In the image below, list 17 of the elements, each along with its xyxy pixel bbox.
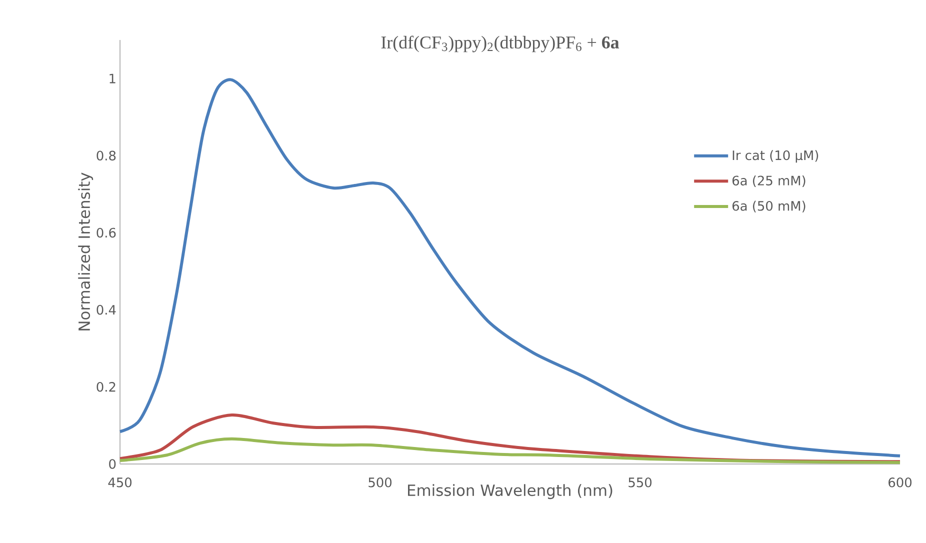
y-tick-label: 0.6 bbox=[96, 228, 116, 238]
x-tick-label: 550 bbox=[628, 478, 652, 488]
legend-label: 6a (25 mM) bbox=[732, 175, 806, 188]
y-axis-title: Normalized Intensity bbox=[78, 172, 94, 330]
chart-title: Ir(df(CF$_{3}$)ppy)$_{2}$(dtbbpy)PF$_{6}$ + 6a bbox=[381, 36, 620, 52]
legend-label: Ir cat (10 μM) bbox=[732, 150, 818, 163]
line-series bbox=[118, 78, 902, 458]
legend-label: 6a (50 mM) bbox=[732, 200, 806, 212]
y-tick-label: 0.8 bbox=[96, 150, 116, 161]
x-tick-label: 450 bbox=[108, 478, 132, 488]
y-tick-label: 0 bbox=[109, 459, 116, 469]
y-tick-label: 1 bbox=[110, 74, 116, 84]
x-axis-title: Emission Wavelength (nm) bbox=[408, 484, 612, 500]
x-tick-label: 500 bbox=[368, 478, 392, 488]
y-tick-label: 0.2 bbox=[96, 382, 116, 392]
y-tick-label: 0.4 bbox=[96, 304, 116, 315]
x-tick-label: 600 bbox=[888, 478, 912, 488]
